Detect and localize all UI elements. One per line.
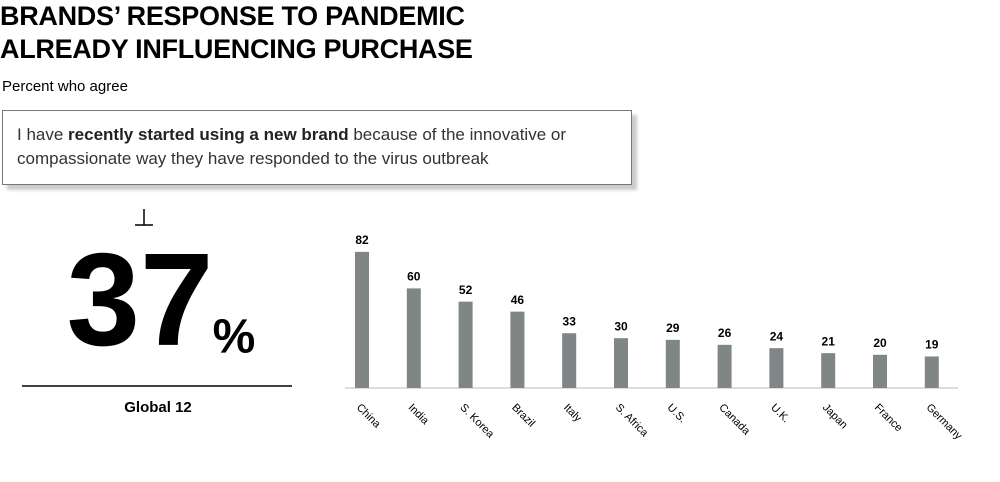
x-tick-label: Canada [716, 402, 752, 438]
bar [924, 356, 939, 388]
x-tick-label: U.S. [665, 402, 689, 426]
bar [562, 333, 577, 388]
value-label: 82 [355, 233, 369, 247]
x-tick-label: China [354, 402, 383, 431]
title-line: ALREADY INFLUENCING PURCHASE [0, 34, 473, 64]
statement-bold: recently started using a new brand [68, 125, 349, 144]
value-label: 24 [770, 329, 784, 343]
global-label: Global 12 [124, 399, 192, 416]
value-label: 33 [563, 314, 577, 328]
x-tick-label: S. Africa [613, 402, 651, 440]
x-tick-label: Italy [561, 402, 584, 425]
value-label: 26 [718, 326, 732, 340]
global-unit: % [213, 311, 256, 364]
x-tick-label: S. Korea [457, 402, 496, 441]
value-label: 60 [407, 270, 421, 284]
value-label: 29 [666, 321, 680, 335]
statement-text: I have [17, 125, 69, 144]
value-label: 30 [614, 319, 628, 333]
value-label: 19 [925, 338, 939, 352]
bar [458, 301, 473, 388]
x-tick-label: Germany [924, 402, 965, 443]
x-tick-label: Japan [820, 402, 850, 432]
bar [821, 353, 836, 388]
title: BRANDS’ RESPONSE TO PANDEMIC ALREADY INF… [0, 0, 473, 66]
bar [665, 339, 680, 388]
x-tick-label: U.K. [768, 402, 792, 426]
x-tick-label: India [406, 402, 432, 428]
value-label: 21 [822, 334, 836, 348]
bar [769, 348, 784, 388]
bar [873, 354, 887, 388]
bar [510, 311, 525, 388]
x-tick-label: Brazil [509, 402, 537, 430]
subtitle: Percent who agree [2, 78, 128, 95]
statement: I have recently started using a new bran… [17, 123, 627, 171]
value-label: 46 [511, 293, 525, 307]
bar [406, 288, 421, 388]
icon [135, 209, 153, 226]
statement-text: because of the innovative or compassiona… [17, 125, 566, 168]
title-line: BRANDS’ RESPONSE TO PANDEMIC [0, 1, 465, 31]
bar [717, 344, 732, 388]
global-value: 37 [67, 226, 214, 373]
statement-box: I have recently started using a new bran… [2, 110, 632, 185]
value-label: 20 [873, 336, 887, 350]
bar [355, 251, 369, 388]
x-tick-label: France [872, 402, 905, 435]
bar [614, 338, 628, 388]
value-label: 52 [459, 283, 473, 297]
